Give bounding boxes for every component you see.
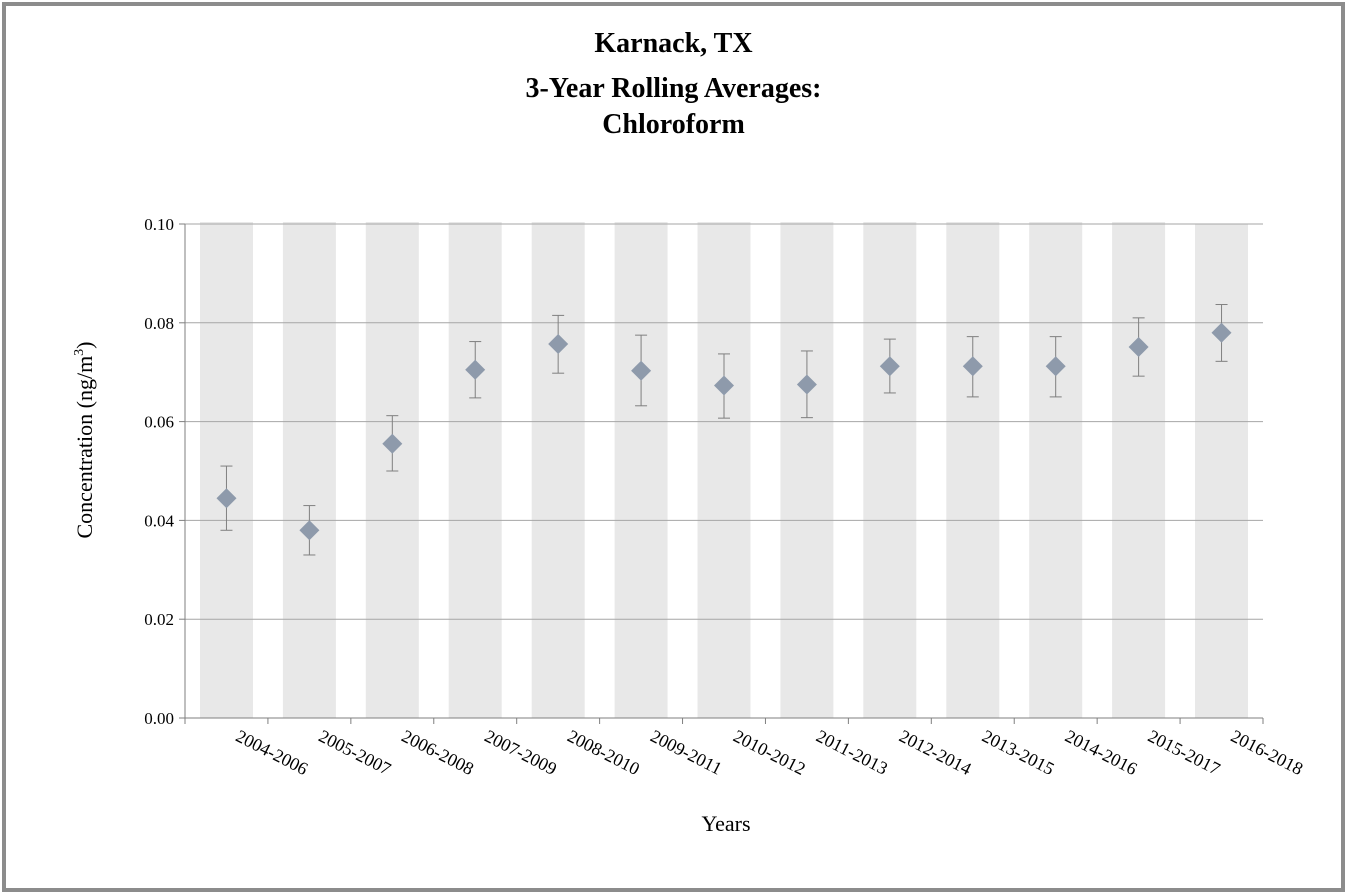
y-axis-title-end: ) bbox=[72, 341, 97, 348]
data-point-2011-2013 bbox=[796, 374, 817, 395]
chart-title-line-2: 3-Year Rolling Averages: bbox=[525, 73, 822, 104]
y-axis-title-superscript: 3 bbox=[72, 349, 87, 356]
x-tick-label: 2005-2007 bbox=[316, 726, 395, 779]
background-bar-2011-2013 bbox=[780, 222, 834, 718]
y-tick-label: 0.06 bbox=[144, 413, 174, 432]
data-point-2016-2018 bbox=[1211, 322, 1232, 343]
background-bar-2008-2010 bbox=[531, 222, 585, 718]
data-point-2015-2017 bbox=[1128, 337, 1149, 357]
data-point-2013-2015 bbox=[962, 356, 983, 377]
background-bar-2007-2009 bbox=[448, 222, 502, 718]
chart-title-line-3: Chloroform bbox=[602, 109, 745, 140]
y-axis-title-main: Concentration (ng/m bbox=[72, 356, 97, 539]
background-bar-2012-2014 bbox=[863, 222, 917, 718]
chart-title-line-1: Karnack, TX bbox=[594, 28, 753, 59]
data-point-2012-2014 bbox=[879, 356, 900, 377]
data-point-2007-2009 bbox=[465, 359, 486, 380]
x-tick-label: 2007-2009 bbox=[481, 726, 560, 779]
x-tick-label: 2011-2013 bbox=[813, 726, 891, 779]
background-bar-2005-2007 bbox=[282, 222, 336, 718]
x-tick-label: 2008-2010 bbox=[564, 726, 643, 779]
x-tick-label: 2014-2016 bbox=[1062, 726, 1141, 779]
x-tick-label: 2012-2014 bbox=[896, 726, 975, 779]
x-tick-label: 2010-2012 bbox=[730, 726, 809, 779]
background-bar-2013-2015 bbox=[946, 222, 1000, 718]
data-point-2009-2011 bbox=[631, 360, 652, 381]
data-point-2010-2012 bbox=[714, 375, 734, 396]
x-tick-label: 2006-2008 bbox=[398, 726, 477, 779]
background-bar-2009-2011 bbox=[614, 222, 668, 718]
background-bar-2016-2018 bbox=[1195, 224, 1248, 718]
x-tick-label: 2015-2017 bbox=[1145, 726, 1224, 779]
data-markers bbox=[216, 322, 1232, 541]
y-tick-label: 0.04 bbox=[144, 511, 174, 530]
y-tick-label: 0.02 bbox=[144, 610, 174, 629]
x-tick-label: 2009-2011 bbox=[647, 726, 725, 779]
y-axis-title: Concentration (ng/m3) bbox=[72, 341, 97, 538]
background-bars bbox=[200, 222, 1248, 718]
data-point-2006-2008 bbox=[382, 433, 403, 454]
y-tick-label: 0.08 bbox=[144, 314, 174, 333]
x-tick-label: 2016-2018 bbox=[1228, 726, 1307, 779]
y-tick-label: 0.00 bbox=[144, 709, 174, 728]
x-tick-labels: 2004-2006 2005-2007 2006-2008 2007-2009 2008… bbox=[233, 726, 1307, 779]
y-tick-labels: 0.00 0.02 0.04 0.06 0.08 0.10 bbox=[144, 215, 174, 728]
x-tick-label: 2004-2006 bbox=[233, 726, 312, 779]
x-axis-title: Years bbox=[701, 811, 750, 836]
data-point-2005-2007 bbox=[299, 520, 320, 541]
gridlines bbox=[185, 223, 1263, 620]
y-tick-label: 0.10 bbox=[144, 215, 174, 234]
x-tick-label: 2013-2015 bbox=[979, 726, 1058, 779]
data-point-2004-2006 bbox=[216, 488, 237, 509]
data-point-2014-2016 bbox=[1045, 356, 1066, 377]
background-bar-2010-2012 bbox=[697, 222, 751, 718]
background-bar-2014-2016 bbox=[1029, 222, 1083, 718]
background-bar-2015-2017 bbox=[1112, 222, 1166, 718]
axes bbox=[179, 223, 1264, 724]
data-point-2008-2010 bbox=[548, 334, 569, 354]
